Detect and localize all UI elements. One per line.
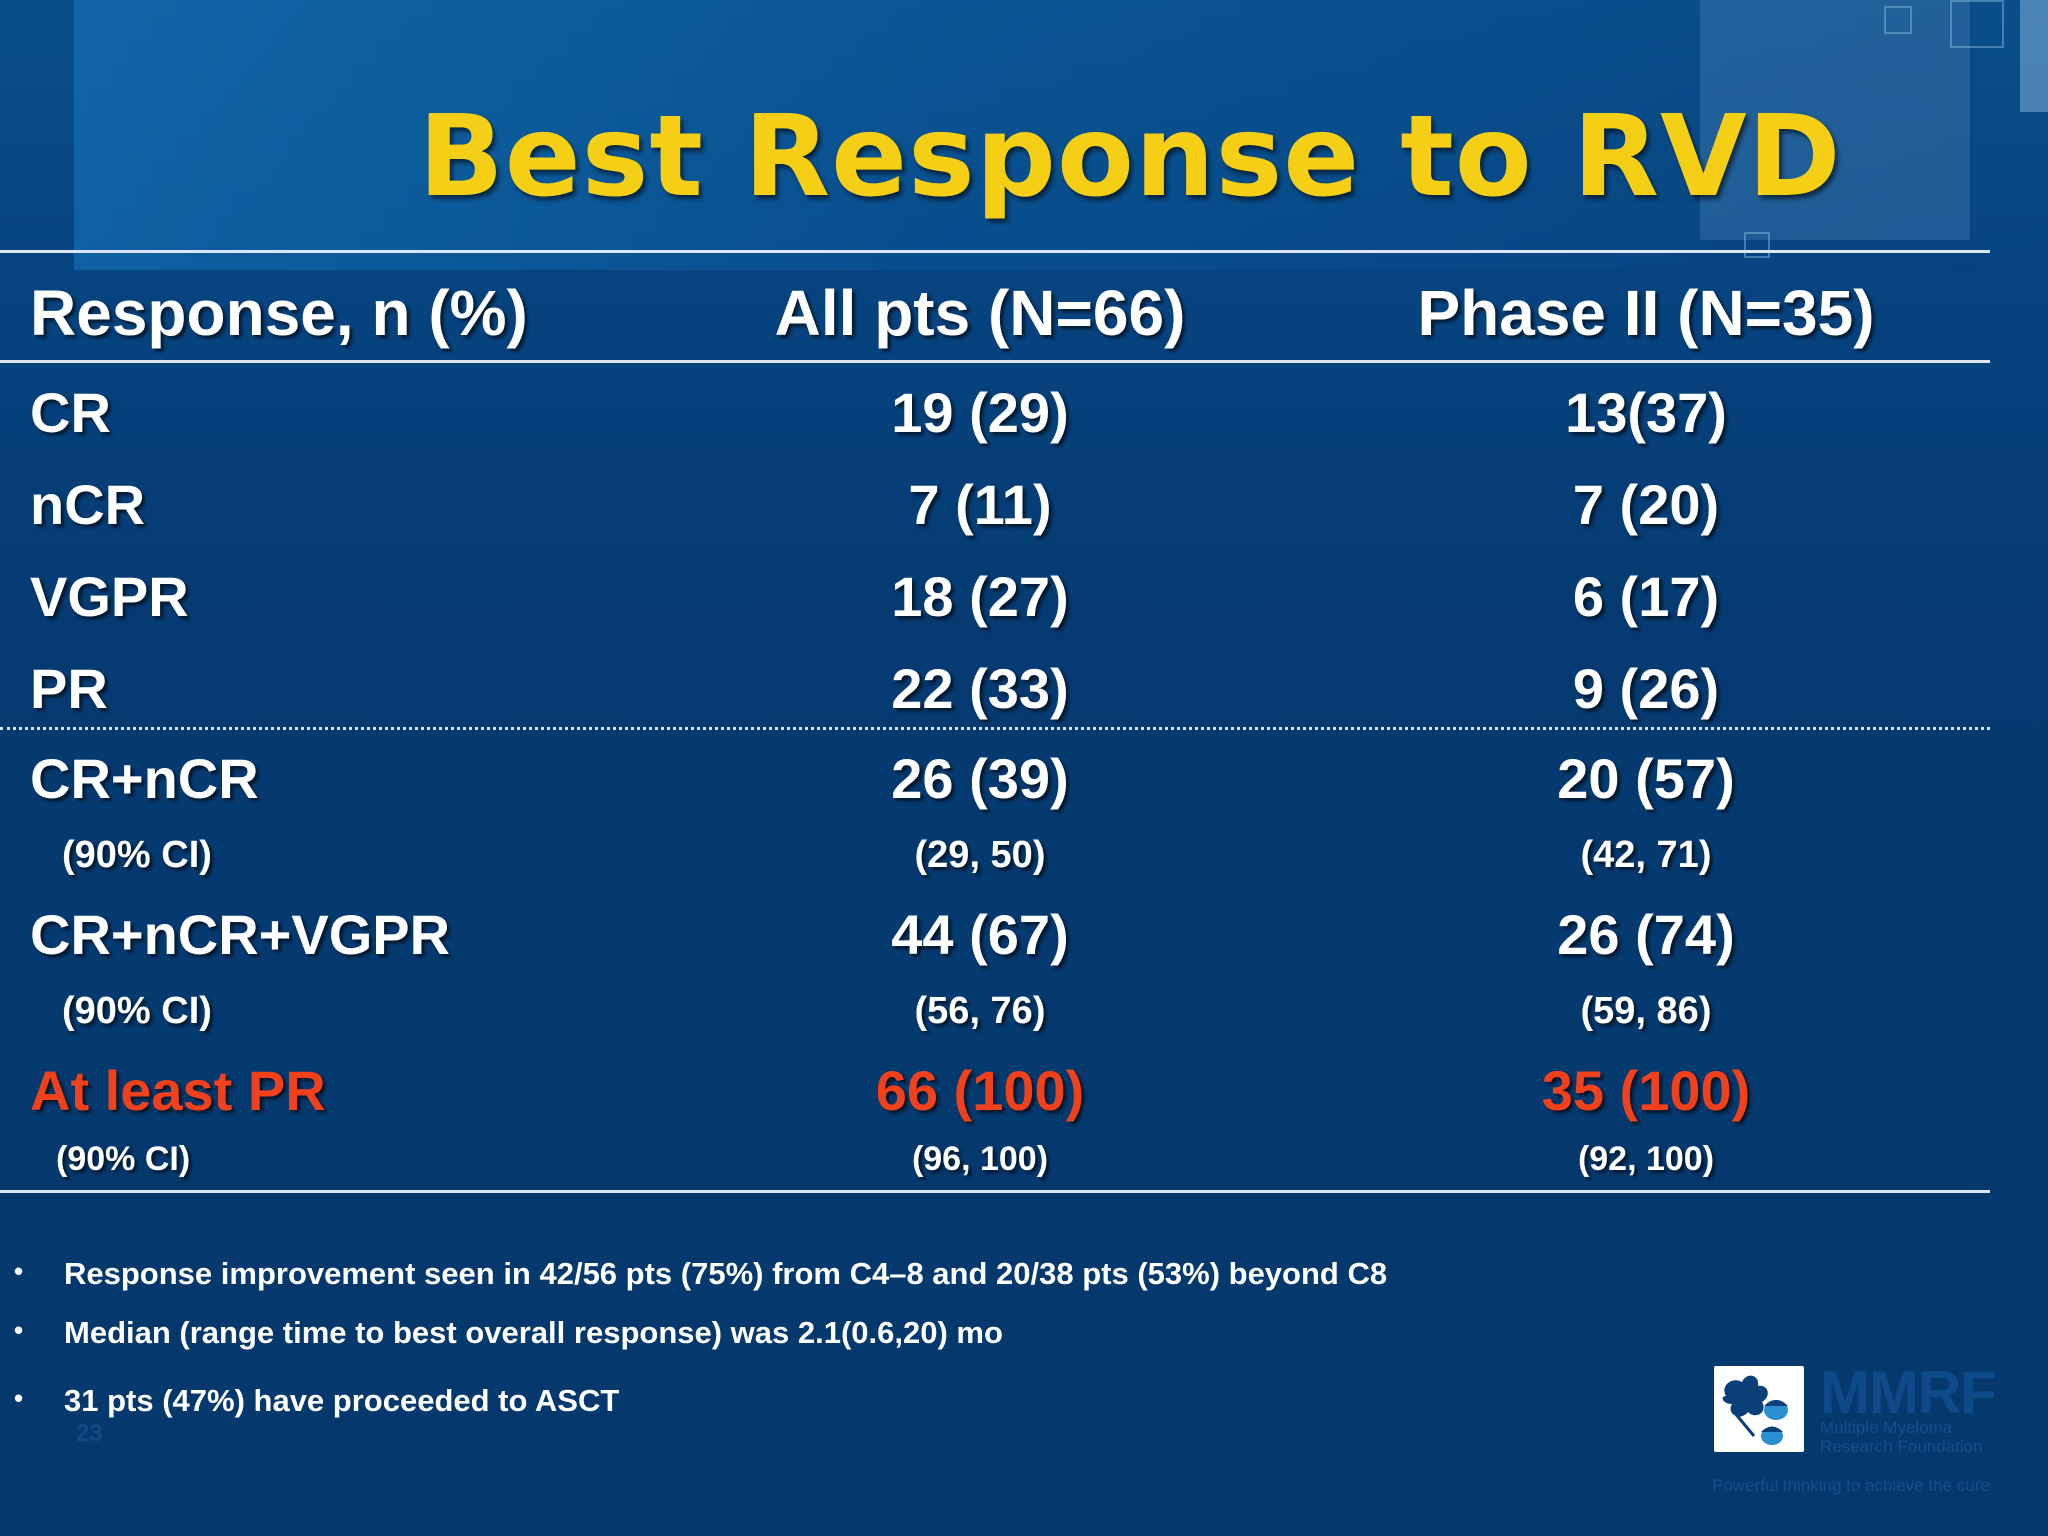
- cell-ncr-phase2: 7 (20): [1446, 472, 1846, 537]
- cell-vgpr-phase2: 6 (17): [1446, 564, 1846, 629]
- cell-at-least-pr-all: 66 (100): [780, 1058, 1180, 1123]
- cell-pr-phase2: 9 (26): [1446, 656, 1846, 721]
- row-label-pr: PR: [30, 656, 108, 721]
- row-label-at-least-pr: At least PR: [30, 1058, 326, 1123]
- bullet-dot: •: [14, 1383, 23, 1414]
- bullet-dot: •: [14, 1256, 23, 1287]
- cell-cr-all: 19 (29): [780, 380, 1180, 445]
- bullet-text: Response improvement seen in 42/56 pts (…: [64, 1256, 1387, 1292]
- row-label-cr-ncr: CR+nCR: [30, 746, 259, 811]
- decorative-square: [1884, 6, 1912, 34]
- oak-leaf-logo-icon: [1714, 1366, 1804, 1452]
- ci-at-least-pr-all: (96, 100): [780, 1140, 1180, 1179]
- ci-cr-ncr-vgpr-all: (56, 76): [780, 990, 1180, 1033]
- bullet-dot: •: [14, 1315, 23, 1346]
- table-top-rule: [0, 250, 1990, 253]
- ci-cr-ncr-phase2: (42, 71): [1446, 834, 1846, 877]
- header-rule: [0, 360, 1990, 363]
- row-label-vgpr: VGPR: [30, 564, 189, 629]
- decorative-square: [1950, 0, 2004, 48]
- cell-vgpr-all: 18 (27): [780, 564, 1180, 629]
- section-divider: [0, 727, 1990, 730]
- table-bottom-rule: [0, 1190, 1990, 1193]
- row-label-cr-ncr-vgpr: CR+nCR+VGPR: [30, 902, 450, 967]
- row-label-cr: CR: [30, 380, 111, 445]
- cell-cr-ncr-all: 26 (39): [780, 746, 1180, 811]
- page-number: 23: [76, 1420, 103, 1448]
- header-response: Response, n (%): [30, 276, 528, 350]
- ci-label: (90% CI): [62, 834, 212, 877]
- ci-at-least-pr-phase2: (92, 100): [1446, 1140, 1846, 1179]
- cell-pr-all: 22 (33): [780, 656, 1180, 721]
- cell-cr-ncr-phase2: 20 (57): [1446, 746, 1846, 811]
- header-all-pts: All pts (N=66): [730, 276, 1230, 350]
- logo-subtitle-line: Research Foundation: [1820, 1437, 1983, 1456]
- cell-cr-ncr-vgpr-phase2: 26 (74): [1446, 902, 1846, 967]
- cell-cr-ncr-vgpr-all: 44 (67): [780, 902, 1180, 967]
- ci-label: (90% CI): [56, 1140, 190, 1179]
- header-phase2: Phase II (N=35): [1396, 276, 1896, 350]
- logo-subtitle: Multiple Myeloma Research Foundation: [1820, 1418, 1983, 1456]
- cell-at-least-pr-phase2: 35 (100): [1446, 1058, 1846, 1123]
- decorative-square: [1744, 232, 1770, 258]
- slide-title: Best Response to RVD: [0, 92, 2048, 222]
- ci-cr-ncr-vgpr-phase2: (59, 86): [1446, 990, 1846, 1033]
- logo-wordmark: MMRF: [1820, 1358, 1996, 1427]
- cell-cr-phase2: 13(37): [1446, 380, 1846, 445]
- logo-subtitle-line: Multiple Myeloma: [1820, 1418, 1983, 1437]
- row-label-ncr: nCR: [30, 472, 145, 537]
- ci-cr-ncr-all: (29, 50): [780, 834, 1180, 877]
- bullet-text: 31 pts (47%) have proceeded to ASCT: [64, 1383, 619, 1419]
- bullet-text: Median (range time to best overall respo…: [64, 1315, 1003, 1351]
- ci-label: (90% CI): [62, 990, 212, 1033]
- logo-tagline: Powerful thinking to achieve the cure: [1712, 1476, 1990, 1496]
- cell-ncr-all: 7 (11): [780, 472, 1180, 537]
